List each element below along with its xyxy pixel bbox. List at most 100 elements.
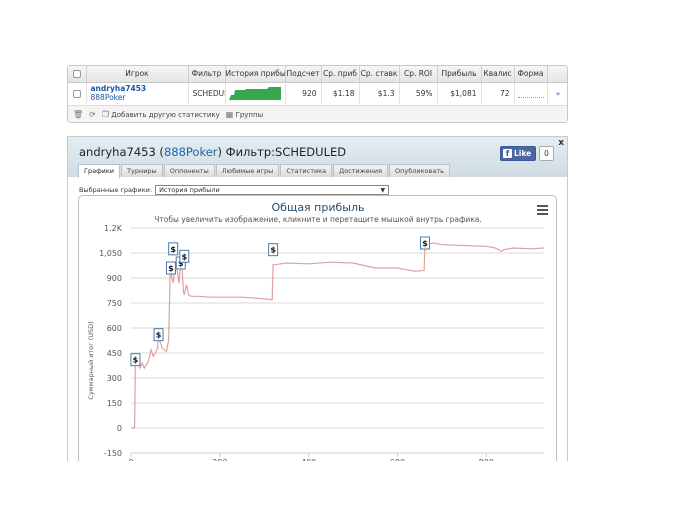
tab-opponents[interactable]: Оппоненты [163,164,215,177]
col-header-filter[interactable]: Фильтр [188,66,226,83]
trash-icon[interactable]: 🗑 [73,109,84,119]
tab-publish[interactable]: Опубликовать [389,164,450,177]
form-indicator [517,96,544,99]
profit-sparkline [229,87,281,101]
dollar-marker[interactable]: $ [179,249,190,263]
col-header-player[interactable]: Игрок [86,66,189,83]
dollar-marker[interactable]: $ [153,328,164,342]
select-all-checkbox[interactable] [68,66,87,83]
dollar-marker[interactable]: $ [130,353,141,367]
y-tick-label: 1.2K [104,224,123,233]
tab-favorite-games[interactable]: Любимые игры [215,164,280,177]
x-tick-label: 600 [390,458,405,461]
form-cell [514,82,548,104]
grid-icon: ▦ [225,109,234,119]
y-tick-label: -150 [104,449,122,458]
refresh-icon[interactable]: ⟳ [89,109,96,119]
tab-statistics[interactable]: Статистика [280,164,333,177]
profit-series-line [131,241,545,429]
y-tick-label: 1,050 [99,249,122,258]
x-tick-label: 200 [212,458,227,461]
groups-button[interactable]: ▦ Группы [225,109,264,119]
svg-text:$: $ [270,246,276,255]
panel-tabs: Графики Турниры Оппоненты Любимые игры С… [78,164,450,178]
menu-icon[interactable] [537,205,548,215]
tab-charts[interactable]: Графики [78,164,121,178]
dollar-marker[interactable]: $ [268,243,279,257]
y-tick-label: 900 [107,274,122,283]
svg-text:$: $ [168,264,174,273]
chart-select-label: Выбранные графики: [79,185,153,194]
facebook-like-button[interactable]: f Like [500,146,536,161]
chart-title: Общая прибыль [272,201,365,214]
qualis-cell: 72 [481,82,515,104]
profit-sparkline-cell [225,82,286,104]
avg-roi-cell: 59% [399,82,438,104]
col-header-avg-stake[interactable]: Ср. ставк [359,66,400,83]
y-tick-label: 0 [117,424,122,433]
chart-subtitle: Чтобы увеличить изображение, кликните и … [154,215,482,224]
y-axis-label: Суммарный итог (USD) [87,321,95,399]
dollar-marker[interactable]: $ [168,242,179,256]
table-row: andryha7453 888Poker SCHEDUL 920 $1.18 $… [68,82,567,104]
panel-filter-value: SCHEDULED [275,145,347,159]
col-header-avg-roi[interactable]: Ср. ROI [399,66,438,83]
y-tick-label: 450 [107,349,122,358]
copy-icon: ❐ [101,109,110,119]
row-checkbox[interactable] [68,82,87,104]
col-header-profit[interactable]: Прибыль [437,66,482,83]
svg-text:$: $ [170,245,176,254]
y-tick-label: 300 [107,374,122,383]
svg-text:$: $ [182,252,188,261]
stats-table: Игрок Фильтр История прибы Подсчет Ср. п… [67,65,568,123]
facebook-like-count: 0 [539,146,554,161]
tab-tournaments[interactable]: Турниры [121,164,163,177]
x-tick-label: 400 [301,458,316,461]
svg-text:$: $ [156,331,162,340]
stats-footer: 🗑 ⟳ ❐ Добавить другую статистику ▦ Групп… [68,105,567,122]
panel-title: andryha7453 (888Poker) Фильтр:SCHEDULED [79,145,347,159]
player-panel: x andryha7453 (888Poker) Фильтр:SCHEDULE… [67,136,568,461]
tab-achievements[interactable]: Достижения [333,164,389,177]
col-header-avg-profit[interactable]: Ср. приб [321,66,360,83]
panel-site-link[interactable]: 888Poker [163,145,218,159]
chart-select-row: Выбранные графики: История прибыли ▼ [79,184,390,195]
avg-stake-cell: $1.3 [359,82,400,104]
y-tick-label: 150 [107,399,122,408]
add-stats-button[interactable]: ❐ Добавить другую статистику [101,109,220,119]
chevron-down-icon: ▼ [380,186,386,194]
open-player-link[interactable]: » [547,82,567,104]
col-header-qualis[interactable]: Квалис [481,66,515,83]
col-header-profit-history[interactable]: История прибы [225,66,286,83]
count-cell: 920 [285,82,322,104]
chart-container[interactable]: Общая прибыль Чтобы увеличить изображение… [78,195,557,461]
panel-header: x andryha7453 (888Poker) Фильтр:SCHEDULE… [68,137,567,178]
facebook-icon: f [503,149,512,158]
avg-profit-cell: $1.18 [321,82,360,104]
dollar-marker[interactable]: $ [419,236,430,250]
player-name-link[interactable]: andryha7453 [90,84,147,94]
profit-cell: $1,081 [437,82,482,104]
panel-player-name: andryha7453 [79,145,156,159]
col-header-blank [547,66,567,83]
stats-header-row: Игрок Фильтр История прибы Подсчет Ср. п… [68,66,567,83]
svg-text:$: $ [422,239,428,248]
facebook-like: f Like 0 [500,146,554,161]
y-tick-label: 750 [107,299,122,308]
x-tick-label: 800 [479,458,494,461]
svg-text:$: $ [133,356,139,365]
x-tick-label: 0 [128,458,133,461]
player-cell: andryha7453 888Poker [86,82,189,104]
chart-select[interactable]: История прибыли ▼ [155,184,390,195]
y-tick-label: 600 [107,324,122,333]
dollar-marker[interactable]: $ [165,261,176,275]
close-icon[interactable]: x [558,138,564,148]
filter-cell: SCHEDUL [188,82,226,104]
panel-filter-label: Фильтр: [225,145,276,159]
col-header-count[interactable]: Подсчет [285,66,322,83]
col-header-form[interactable]: Форма [514,66,548,83]
player-site-link[interactable]: 888Poker [90,93,126,103]
svg-text:$: $ [178,259,184,268]
